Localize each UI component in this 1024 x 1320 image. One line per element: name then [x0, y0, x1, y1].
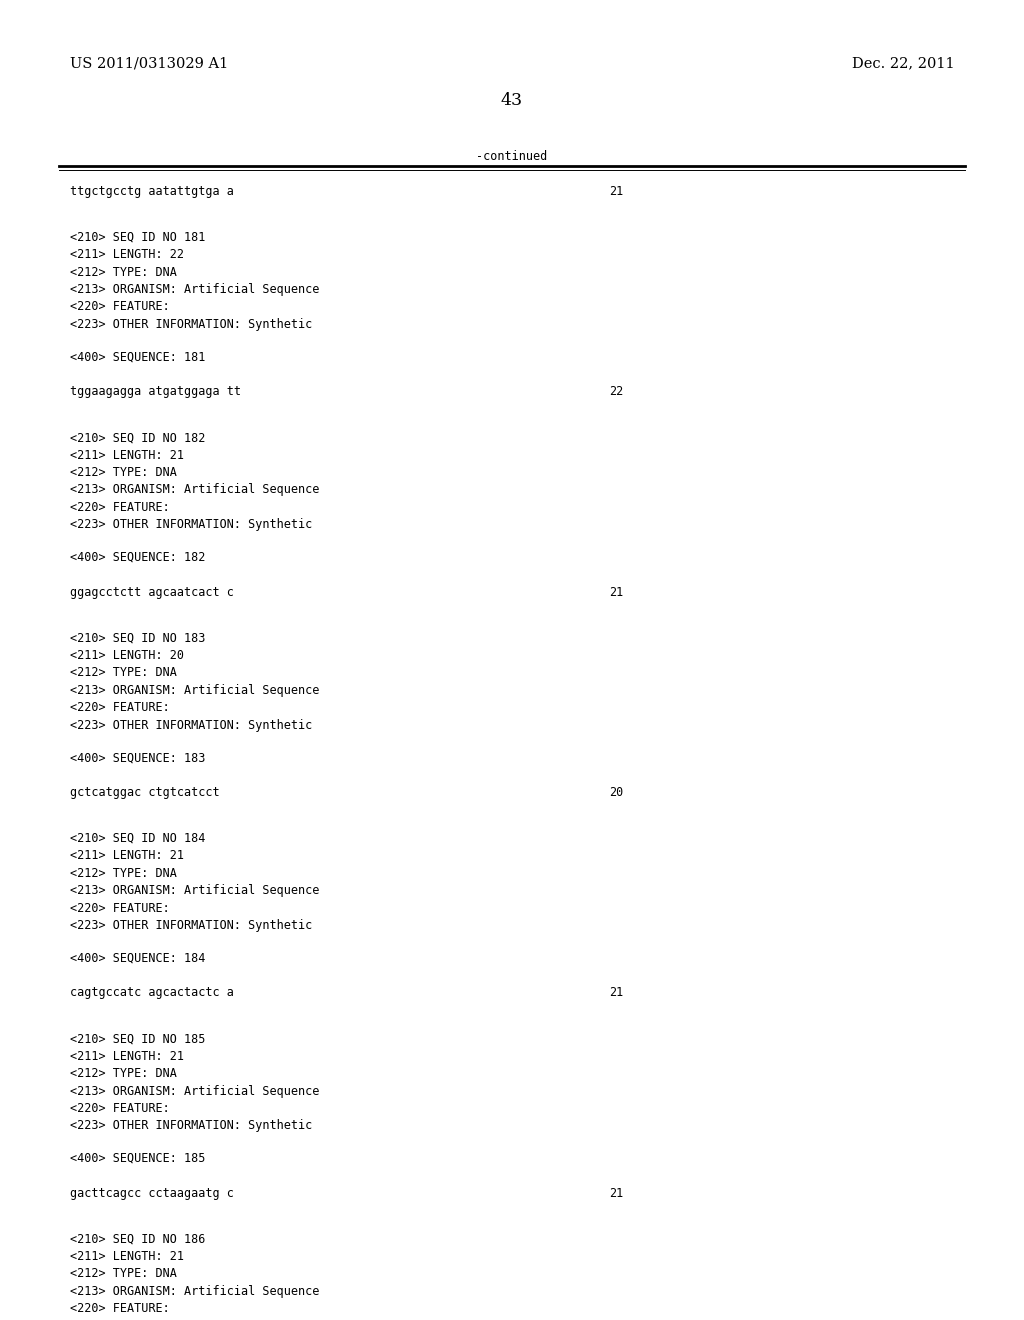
Text: <211> LENGTH: 21: <211> LENGTH: 21	[70, 1250, 183, 1263]
Text: <220> FEATURE:: <220> FEATURE:	[70, 1102, 169, 1115]
Text: gctcatggac ctgtcatcct: gctcatggac ctgtcatcct	[70, 785, 219, 799]
Text: <220> FEATURE:: <220> FEATURE:	[70, 902, 169, 915]
Text: -continued: -continued	[476, 150, 548, 164]
Text: <400> SEQUENCE: 185: <400> SEQUENCE: 185	[70, 1152, 205, 1166]
Text: <220> FEATURE:: <220> FEATURE:	[70, 1303, 169, 1315]
Text: <210> SEQ ID NO 184: <210> SEQ ID NO 184	[70, 832, 205, 845]
Text: <212> TYPE: DNA: <212> TYPE: DNA	[70, 265, 176, 279]
Text: tggaagagga atgatggaga tt: tggaagagga atgatggaga tt	[70, 385, 241, 399]
Text: <210> SEQ ID NO 181: <210> SEQ ID NO 181	[70, 231, 205, 244]
Text: <400> SEQUENCE: 184: <400> SEQUENCE: 184	[70, 952, 205, 965]
Text: cagtgccatc agcactactc a: cagtgccatc agcactactc a	[70, 986, 233, 999]
Text: <210> SEQ ID NO 182: <210> SEQ ID NO 182	[70, 432, 205, 444]
Text: <223> OTHER INFORMATION: Synthetic: <223> OTHER INFORMATION: Synthetic	[70, 718, 312, 731]
Text: <211> LENGTH: 21: <211> LENGTH: 21	[70, 449, 183, 462]
Text: <212> TYPE: DNA: <212> TYPE: DNA	[70, 1067, 176, 1080]
Text: <220> FEATURE:: <220> FEATURE:	[70, 301, 169, 313]
Text: <210> SEQ ID NO 185: <210> SEQ ID NO 185	[70, 1032, 205, 1045]
Text: <212> TYPE: DNA: <212> TYPE: DNA	[70, 867, 176, 879]
Text: <211> LENGTH: 22: <211> LENGTH: 22	[70, 248, 183, 261]
Text: <211> LENGTH: 20: <211> LENGTH: 20	[70, 649, 183, 661]
Text: <210> SEQ ID NO 186: <210> SEQ ID NO 186	[70, 1233, 205, 1246]
Text: 43: 43	[501, 92, 523, 110]
Text: <223> OTHER INFORMATION: Synthetic: <223> OTHER INFORMATION: Synthetic	[70, 1119, 312, 1133]
Text: <223> OTHER INFORMATION: Synthetic: <223> OTHER INFORMATION: Synthetic	[70, 519, 312, 531]
Text: <212> TYPE: DNA: <212> TYPE: DNA	[70, 466, 176, 479]
Text: Dec. 22, 2011: Dec. 22, 2011	[852, 57, 954, 71]
Text: <212> TYPE: DNA: <212> TYPE: DNA	[70, 667, 176, 680]
Text: <220> FEATURE:: <220> FEATURE:	[70, 701, 169, 714]
Text: <400> SEQUENCE: 182: <400> SEQUENCE: 182	[70, 550, 205, 564]
Text: <213> ORGANISM: Artificial Sequence: <213> ORGANISM: Artificial Sequence	[70, 483, 319, 496]
Text: <213> ORGANISM: Artificial Sequence: <213> ORGANISM: Artificial Sequence	[70, 1085, 319, 1097]
Text: <223> OTHER INFORMATION: Synthetic: <223> OTHER INFORMATION: Synthetic	[70, 318, 312, 331]
Text: <211> LENGTH: 21: <211> LENGTH: 21	[70, 849, 183, 862]
Text: US 2011/0313029 A1: US 2011/0313029 A1	[70, 57, 228, 71]
Text: <220> FEATURE:: <220> FEATURE:	[70, 500, 169, 513]
Text: gacttcagcc cctaagaatg c: gacttcagcc cctaagaatg c	[70, 1187, 233, 1200]
Text: <211> LENGTH: 21: <211> LENGTH: 21	[70, 1049, 183, 1063]
Text: ttgctgcctg aatattgtga a: ttgctgcctg aatattgtga a	[70, 185, 233, 198]
Text: 20: 20	[609, 785, 624, 799]
Text: <223> OTHER INFORMATION: Synthetic: <223> OTHER INFORMATION: Synthetic	[70, 919, 312, 932]
Text: 21: 21	[609, 986, 624, 999]
Text: <213> ORGANISM: Artificial Sequence: <213> ORGANISM: Artificial Sequence	[70, 1284, 319, 1298]
Text: <400> SEQUENCE: 183: <400> SEQUENCE: 183	[70, 751, 205, 764]
Text: 21: 21	[609, 1187, 624, 1200]
Text: <213> ORGANISM: Artificial Sequence: <213> ORGANISM: Artificial Sequence	[70, 684, 319, 697]
Text: <213> ORGANISM: Artificial Sequence: <213> ORGANISM: Artificial Sequence	[70, 282, 319, 296]
Text: <213> ORGANISM: Artificial Sequence: <213> ORGANISM: Artificial Sequence	[70, 884, 319, 898]
Text: 21: 21	[609, 586, 624, 598]
Text: <400> SEQUENCE: 181: <400> SEQUENCE: 181	[70, 350, 205, 363]
Text: 22: 22	[609, 385, 624, 399]
Text: <212> TYPE: DNA: <212> TYPE: DNA	[70, 1267, 176, 1280]
Text: ggagcctctt agcaatcact c: ggagcctctt agcaatcact c	[70, 586, 233, 598]
Text: <210> SEQ ID NO 183: <210> SEQ ID NO 183	[70, 631, 205, 644]
Text: 21: 21	[609, 185, 624, 198]
